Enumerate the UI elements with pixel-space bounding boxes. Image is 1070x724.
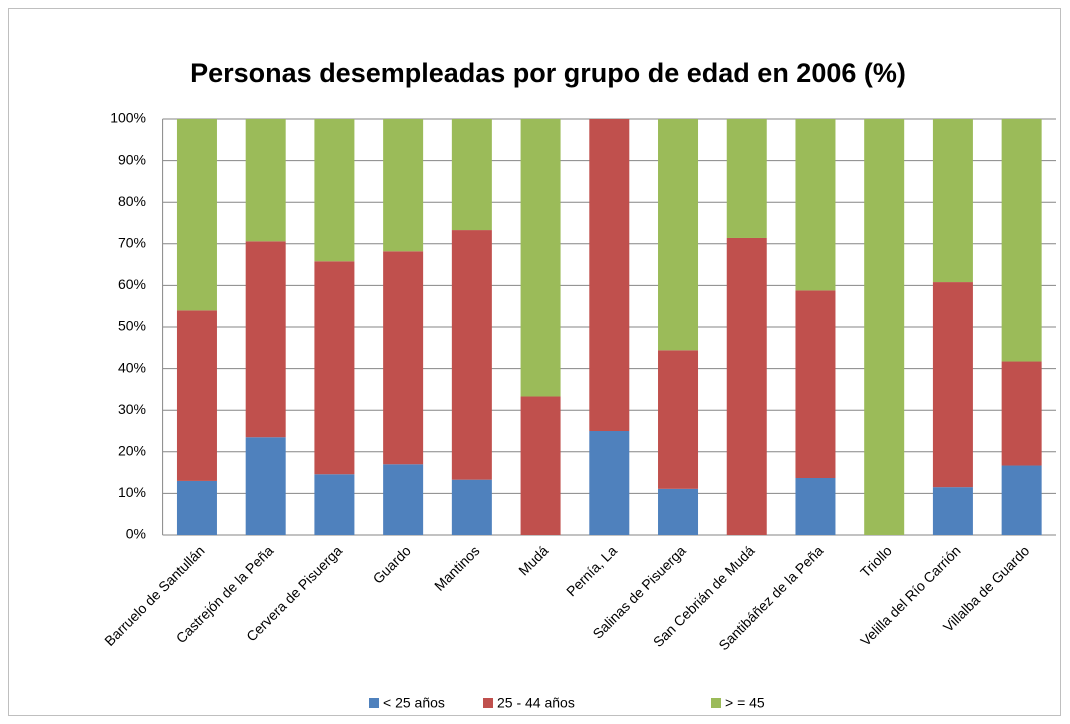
bar-segment xyxy=(520,119,561,397)
chart-title: Personas desempleadas por grupo de edad … xyxy=(190,58,906,88)
bar-segment xyxy=(864,119,905,535)
y-tick-label: 50% xyxy=(118,318,146,334)
bar-segment xyxy=(658,488,699,535)
bar-segment xyxy=(176,119,217,311)
bar-segment xyxy=(245,241,286,438)
bar-segment xyxy=(589,119,630,431)
bar-segment xyxy=(383,464,424,535)
bar-segment xyxy=(726,237,767,535)
bar-segment xyxy=(932,282,973,488)
bar-segment xyxy=(795,478,836,535)
bar-segment xyxy=(314,474,355,535)
y-tick-label: 40% xyxy=(118,359,146,375)
bar-segment xyxy=(1001,465,1042,535)
bar-segment xyxy=(451,479,492,535)
bar-segment xyxy=(795,290,836,479)
bar-segment xyxy=(176,310,217,481)
bar-segment xyxy=(726,119,767,238)
y-tick-label: 60% xyxy=(118,276,146,292)
bar-segment xyxy=(1001,361,1042,466)
y-tick-label: 10% xyxy=(118,484,146,500)
bar-segment xyxy=(932,487,973,535)
bar-segment xyxy=(658,350,699,489)
legend-swatch xyxy=(711,698,721,708)
legend-label: 25 - 44 años xyxy=(497,695,575,711)
bar-segment xyxy=(451,119,492,231)
bar-segment xyxy=(932,119,973,283)
bar-segment xyxy=(245,119,286,242)
y-tick-label: 100% xyxy=(110,110,146,126)
y-tick-label: 20% xyxy=(118,443,146,459)
legend-label: < 25 años xyxy=(383,695,445,711)
y-tick-label: 0% xyxy=(126,526,146,542)
bar-segment xyxy=(795,119,836,291)
legend-swatch xyxy=(483,698,493,708)
bar-segment xyxy=(451,230,492,480)
y-tick-label: 80% xyxy=(118,193,146,209)
legend-swatch xyxy=(369,698,379,708)
bar-segment xyxy=(314,261,355,475)
bar-segment xyxy=(314,119,355,262)
bar-segment xyxy=(383,251,424,465)
legend-label: > = 45 xyxy=(725,695,765,711)
bar-segment xyxy=(245,437,286,535)
bar-segment xyxy=(589,431,630,535)
bar-segment xyxy=(658,119,699,351)
bar-segment xyxy=(520,396,561,535)
y-tick-label: 90% xyxy=(118,151,146,167)
y-tick-label: 30% xyxy=(118,401,146,417)
bar-segment xyxy=(176,480,217,535)
bar-segment xyxy=(1001,119,1042,362)
y-tick-label: 70% xyxy=(118,235,146,251)
bar-segment xyxy=(383,119,424,252)
